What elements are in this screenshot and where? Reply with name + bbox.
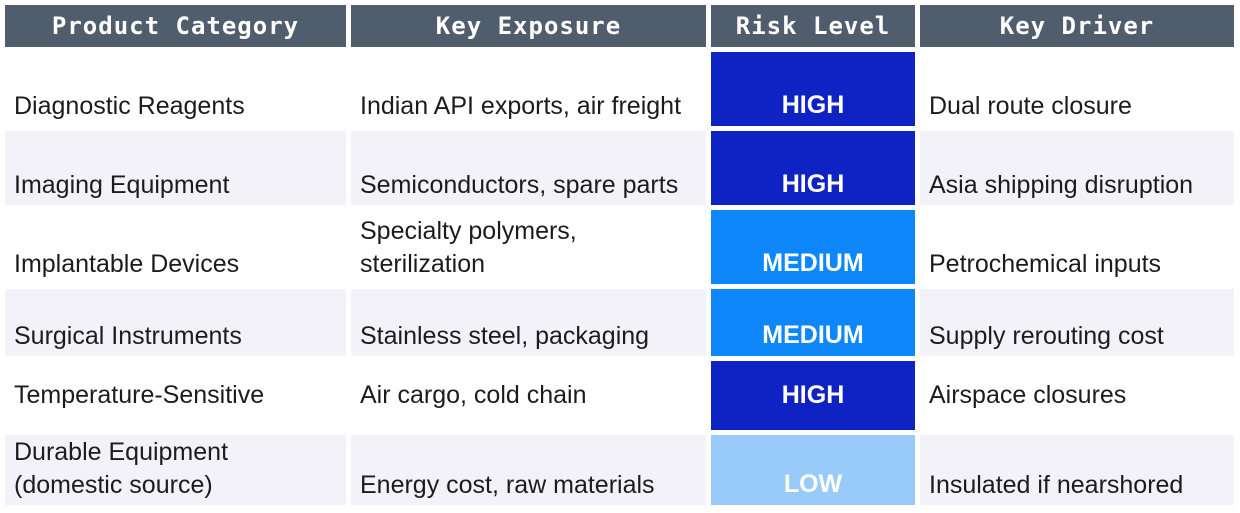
header-risk-level: Risk Level — [711, 5, 915, 47]
row-1-exposure: Indian API exports, air freight — [351, 52, 706, 126]
header-key-exposure: Key Exposure — [351, 5, 706, 47]
header-key-driver: Key Driver — [920, 5, 1234, 47]
row-2-risk-badge: HIGH — [711, 131, 915, 205]
row-2-exposure-text: Semiconductors, spare parts — [360, 171, 679, 199]
row-5-risk-badge: HIGH — [711, 361, 915, 430]
row-3-exposure-text: Specialty polymers, sterilization — [360, 217, 577, 278]
row-4-driver: Supply rerouting cost — [920, 289, 1234, 356]
row-6-driver: Insulated if nearshored — [920, 435, 1234, 505]
row-6-category: Durable Equipment (domestic source) — [5, 435, 346, 505]
row-2-exposure: Semiconductors, spare parts — [351, 131, 706, 205]
row-5-exposure: Air cargo, cold chain — [360, 381, 587, 409]
row-1-category: Diagnostic Reagents — [14, 92, 245, 120]
row-1-driver: Dual route closure — [929, 92, 1132, 120]
row-5-category: Temperature-Sensitive — [14, 381, 265, 409]
row-6-category-text: Durable Equipment (domestic source) — [14, 438, 229, 499]
row-4-exposure: Stainless steel, packaging — [351, 289, 706, 356]
row-6-exposure: Energy cost, raw materials — [351, 435, 706, 505]
row-1-risk-badge: HIGH — [711, 52, 915, 126]
row-4-category: Surgical Instruments — [5, 289, 346, 356]
row-3-exposure: Specialty polymers, sterilization — [351, 210, 706, 284]
row-6-risk-badge: LOW — [711, 435, 915, 505]
row-4-risk-badge: MEDIUM — [711, 289, 915, 356]
risk-table: Product Category Key Exposure Risk Level… — [5, 5, 1235, 505]
row-1-exposure-text: Indian API exports, air freight — [360, 92, 682, 120]
row-3-risk-badge: MEDIUM — [711, 210, 915, 284]
row-3-category: Implantable Devices — [14, 250, 240, 278]
row-2-driver: Asia shipping disruption — [920, 131, 1234, 205]
header-product-category: Product Category — [5, 5, 346, 47]
row-3-driver: Petrochemical inputs — [929, 250, 1162, 278]
row-2-category: Imaging Equipment — [5, 131, 346, 205]
row-5-driver: Airspace closures — [929, 381, 1127, 409]
